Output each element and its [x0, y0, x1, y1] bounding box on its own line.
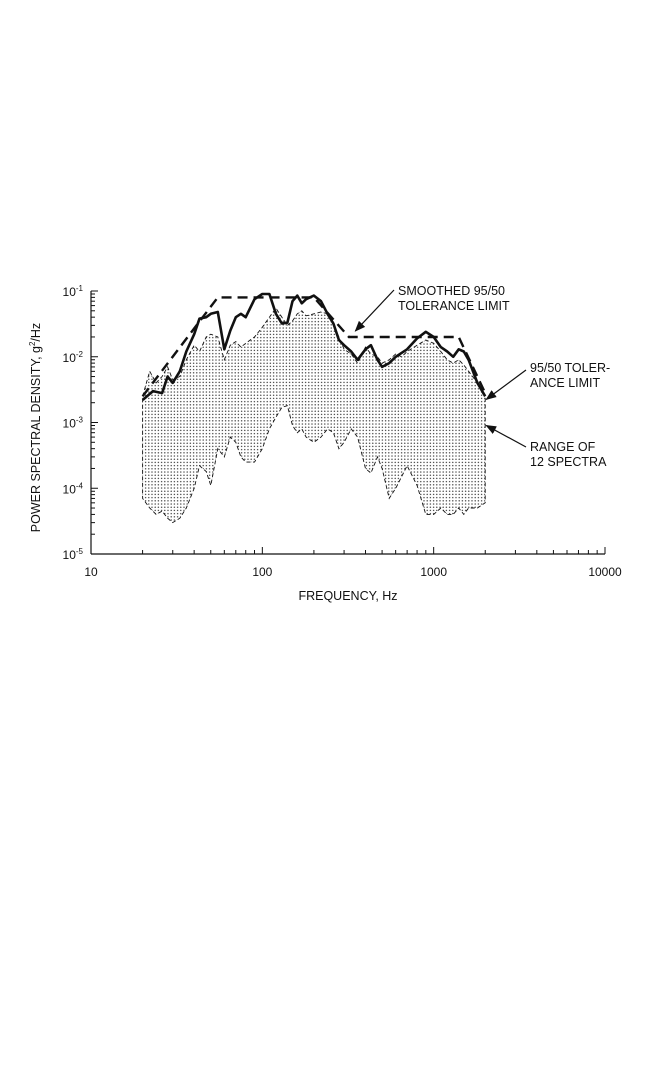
x-tick-label: 10 — [84, 565, 98, 579]
y-tick-labels: 10-1 10-2 10-3 10-4 10-5 — [63, 284, 84, 562]
x-tick-label: 100 — [252, 565, 272, 579]
x-axis-title: FREQUENCY, Hz — [298, 589, 397, 603]
smoothed-tolerance-limit-line — [141, 296, 487, 398]
annotation-arrow — [354, 289, 395, 332]
y-tick-label: 10-1 — [63, 284, 84, 299]
y-tick-label: 10-4 — [63, 481, 84, 496]
y-tick-label: 10-5 — [63, 547, 84, 562]
axes: 10 100 1000 10000 10-1 10-2 10-3 10-4 10-5 — [63, 284, 622, 579]
y-tick-label: 10-2 — [63, 350, 84, 365]
annotations: SMOOTHED 95/50 TOLERANCE LIMIT 95/50 TOLER… — [354, 284, 610, 469]
annotation-arrow — [485, 424, 527, 448]
x-ticks — [90, 547, 606, 554]
plot-area — [141, 292, 487, 524]
x-tick-labels: 10 100 1000 10000 — [84, 565, 622, 579]
y-tick-label: 10-3 — [63, 416, 84, 431]
tolerance-limit-line — [141, 292, 487, 401]
annotation-label: SMOOTHED 95/50 TOLERANCE LIMIT — [398, 284, 510, 313]
x-tick-label: 10000 — [588, 565, 622, 579]
annotation-label: 95/50 TOLER-ANCE LIMIT — [530, 361, 610, 390]
x-tick-label: 1000 — [420, 565, 447, 579]
y-ticks — [91, 290, 98, 555]
spectra-range-band — [142, 307, 486, 524]
y-axis-title: POWER SPECTRAL DENSITY, g2/Hz — [28, 323, 43, 532]
annotation-arrow — [485, 369, 527, 400]
annotation-label: RANGE OF 12 SPECTRA — [530, 440, 607, 469]
